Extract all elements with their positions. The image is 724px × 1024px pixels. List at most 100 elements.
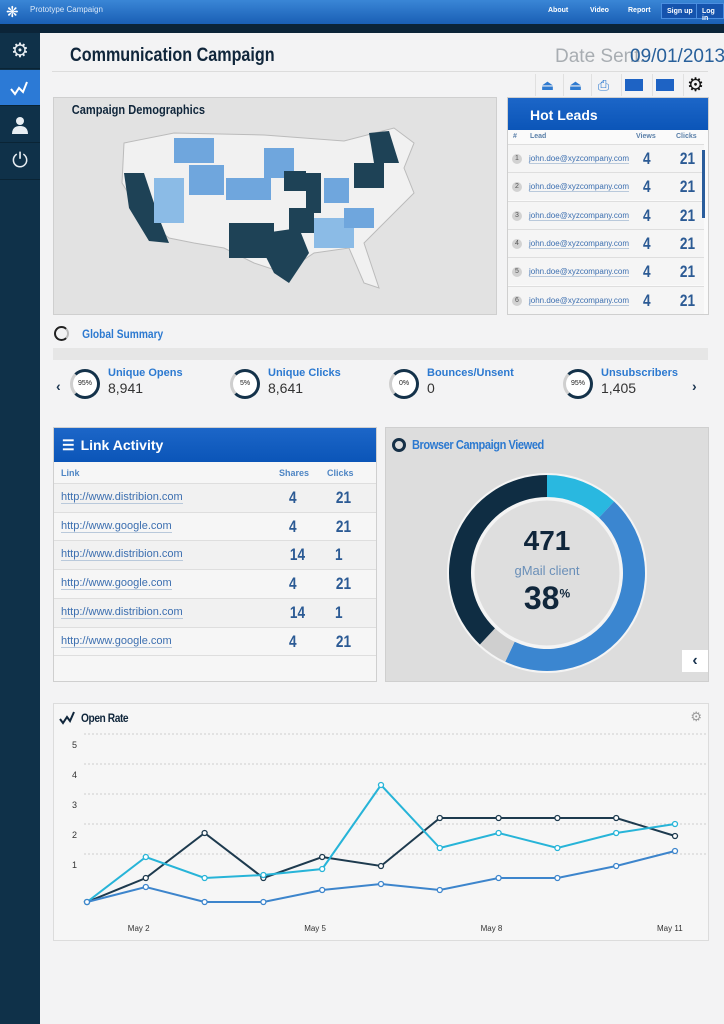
prev-arrow[interactable]: ‹: [56, 378, 61, 394]
data-point[interactable]: [554, 844, 561, 852]
logo-icon[interactable]: ❋: [6, 4, 19, 21]
donut-segment[interactable]: [479, 628, 515, 662]
link-row[interactable]: http://www.google.com 4 21: [54, 569, 376, 599]
lead-email-link[interactable]: john.doe@xyzcompany.com: [529, 267, 630, 278]
comment-icon[interactable]: [621, 74, 645, 96]
link-row[interactable]: http://www.distribion.com 14 1: [54, 597, 376, 627]
data-point[interactable]: [377, 880, 385, 888]
data-point[interactable]: [260, 871, 267, 879]
lead-email-link[interactable]: john.doe@xyzcompany.com: [529, 182, 630, 193]
data-point[interactable]: [377, 862, 385, 870]
link-url[interactable]: http://www.google.com: [61, 519, 172, 533]
donut-segment[interactable]: [505, 501, 645, 671]
data-point[interactable]: [319, 886, 326, 894]
global-summary-title: Global Summary: [82, 327, 164, 341]
comment-icon[interactable]: [652, 74, 676, 96]
data-point[interactable]: [377, 781, 385, 789]
lead-views: 4: [642, 233, 651, 253]
link-row[interactable]: http://www.distribion.com 14 1: [54, 540, 376, 570]
app-title[interactable]: Prototype Campaign: [30, 5, 103, 14]
link-url[interactable]: http://www.google.com: [61, 634, 172, 648]
gear-icon[interactable]: ⚙: [683, 74, 707, 96]
data-point[interactable]: [554, 814, 561, 822]
donut-segment[interactable]: [547, 475, 615, 518]
data-point[interactable]: [436, 814, 443, 822]
lead-email-link[interactable]: john.doe@xyzcompany.com: [529, 210, 630, 221]
divider: [52, 71, 708, 72]
data-point[interactable]: [201, 829, 208, 837]
data-point[interactable]: [142, 853, 149, 861]
lead-row[interactable]: 3 john.doe@xyzcompany.com 4 21: [508, 200, 704, 229]
print-icon[interactable]: ⎙: [591, 74, 615, 96]
scrollbar[interactable]: [702, 150, 705, 218]
data-point[interactable]: [201, 874, 208, 882]
donut-center: [471, 497, 623, 649]
chart-settings-icon[interactable]: ⚙: [690, 709, 702, 724]
data-point[interactable]: [613, 862, 620, 870]
lead-clicks: 21: [679, 233, 696, 253]
lead-clicks: 21: [679, 290, 696, 310]
data-point[interactable]: [260, 898, 267, 906]
upload-icon[interactable]: ⏏: [563, 74, 587, 96]
lead-email-link[interactable]: john.doe@xyzcompany.com: [529, 238, 630, 249]
lead-views: 4: [642, 177, 651, 197]
lead-row[interactable]: 6 john.doe@xyzcompany.com 4 21: [508, 285, 704, 314]
data-point[interactable]: [671, 847, 679, 855]
lead-row[interactable]: 5 john.doe@xyzcompany.com 4 21: [508, 257, 704, 286]
data-point[interactable]: [142, 874, 149, 882]
lead-email-link[interactable]: john.doe@xyzcompany.com: [529, 154, 630, 164]
lead-clicks: 21: [679, 177, 696, 197]
data-point[interactable]: [436, 886, 443, 894]
percent-ring: 95%: [70, 369, 100, 399]
lead-row[interactable]: 4 john.doe@xyzcompany.com 4 21: [508, 228, 704, 257]
sidebar-user-icon[interactable]: [0, 107, 40, 143]
donut-segment[interactable]: [449, 475, 547, 645]
data-point[interactable]: [613, 829, 620, 837]
sidebar-power-icon[interactable]: ⏻: [0, 144, 40, 180]
data-point[interactable]: [671, 832, 679, 840]
nav-about[interactable]: About: [548, 7, 569, 14]
data-point[interactable]: [671, 820, 679, 828]
lead-email-link[interactable]: john.doe@xyzcompany.com: [529, 295, 630, 306]
collapse-button[interactable]: ‹: [682, 650, 708, 672]
login-button[interactable]: Log in: [696, 3, 724, 22]
data-point[interactable]: [495, 814, 502, 822]
link-row[interactable]: http://www.google.com 4 21: [54, 511, 376, 541]
data-point[interactable]: [613, 814, 620, 822]
data-point[interactable]: [83, 898, 91, 906]
link-url[interactable]: http://www.google.com: [61, 577, 172, 591]
stat-label[interactable]: Unique Clicks: [268, 367, 341, 379]
link-shares: 4: [288, 574, 297, 594]
data-point[interactable]: [554, 874, 561, 882]
us-map[interactable]: [114, 123, 434, 293]
data-point[interactable]: [142, 883, 149, 891]
donut-chart[interactable]: [446, 472, 648, 674]
link-clicks: 21: [335, 631, 352, 651]
link-row[interactable]: http://www.google.com 4 21: [54, 626, 376, 656]
lead-row[interactable]: 1 john.doe@xyzcompany.com 4 21: [508, 144, 704, 172]
sidebar-analytics-icon[interactable]: [0, 70, 40, 106]
data-point[interactable]: [495, 874, 502, 882]
link-url[interactable]: http://www.distribion.com: [61, 491, 183, 504]
nav-report[interactable]: Report: [628, 7, 651, 14]
signup-button[interactable]: Sign up: [661, 3, 699, 19]
link-clicks: 21: [335, 488, 352, 507]
stat-label[interactable]: Unsubscribers: [601, 367, 679, 379]
upload-icon[interactable]: ⏏: [535, 74, 559, 96]
lead-row[interactable]: 2 john.doe@xyzcompany.com 4 21: [508, 172, 704, 201]
sidebar-settings-icon[interactable]: ⚙: [0, 33, 40, 69]
stat-label[interactable]: Unique Opens: [108, 367, 183, 379]
data-point[interactable]: [201, 898, 208, 906]
percent-ring: 0%: [389, 369, 419, 399]
data-point[interactable]: [319, 865, 326, 873]
browser-client: gMail client: [514, 563, 580, 578]
nav-video[interactable]: Video: [590, 7, 609, 14]
data-point[interactable]: [436, 844, 443, 852]
link-url[interactable]: http://www.distribion.com: [61, 605, 183, 619]
data-point[interactable]: [495, 829, 502, 837]
data-point[interactable]: [319, 853, 326, 861]
link-url[interactable]: http://www.distribion.com: [61, 548, 183, 562]
stat-label[interactable]: Bounces/Unsent: [427, 367, 514, 379]
link-row[interactable]: http://www.distribion.com 4 21: [54, 483, 376, 512]
next-arrow[interactable]: ›: [692, 378, 697, 394]
